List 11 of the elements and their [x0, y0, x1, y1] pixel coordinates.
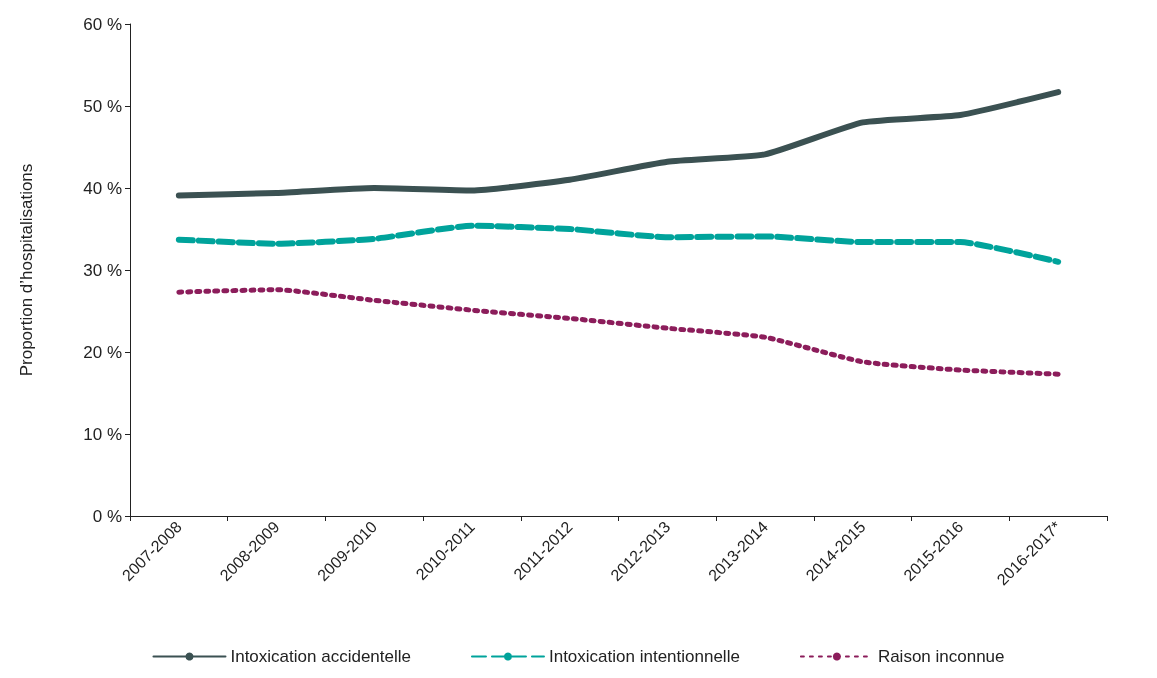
y-tick-label: 30 %: [83, 260, 122, 280]
legend-label: Intoxication intentionnelle: [548, 647, 740, 666]
y-axis-title: Proportion d’hospitalisations: [17, 163, 36, 377]
y-tick-label: 60 %: [83, 14, 122, 34]
y-tick-label: 40 %: [83, 178, 122, 198]
y-tick-label: 50 %: [83, 96, 122, 116]
y-tick-label: 0 %: [92, 506, 122, 526]
y-tick-label: 20 %: [83, 342, 122, 362]
y-tick-label: 10 %: [83, 424, 122, 444]
legend-label: Intoxication accidentelle: [230, 647, 411, 666]
legend-label: Raison inconnue: [877, 647, 1005, 666]
